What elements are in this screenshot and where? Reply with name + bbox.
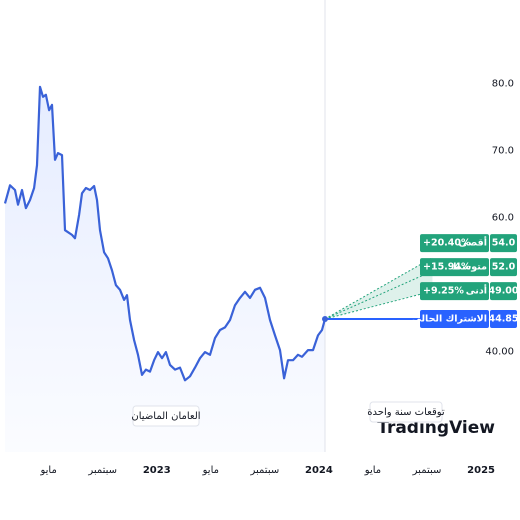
- label-box: [420, 309, 489, 328]
- label-change: +15.94%: [423, 262, 471, 273]
- value-box: [490, 282, 517, 301]
- value-box: [490, 258, 517, 277]
- x-tick-label: 2024: [305, 465, 333, 476]
- caption-box: [132, 405, 200, 427]
- label-value: 54.0: [492, 238, 516, 249]
- watermark: TradingView: [377, 418, 495, 438]
- label-name: أدنى: [466, 284, 487, 297]
- label-change: +9.25%: [423, 286, 464, 297]
- y-tick-label: 70.0: [492, 145, 514, 156]
- price-line: [3, 85, 327, 382]
- y-tick-label: 40.00: [485, 346, 514, 357]
- current-point: [322, 315, 328, 322]
- label-value: 49.00: [488, 286, 518, 297]
- y-tick-label: 60.0: [492, 212, 514, 223]
- label-change: +20.40%: [423, 238, 471, 249]
- x-tick-label: سبتمبر: [249, 465, 279, 476]
- y-tick-label: 80.0: [492, 78, 514, 89]
- caption: العامان الماضيان: [131, 411, 200, 422]
- x-tick-label: مايو: [202, 465, 219, 476]
- label-box: [420, 282, 489, 301]
- caption-box: [369, 401, 443, 423]
- label-box: [420, 258, 489, 277]
- x-tick-label: مايو: [39, 465, 56, 476]
- forecast-line: [324, 257, 433, 320]
- label-name: متوسط: [452, 262, 487, 273]
- label-box: [420, 234, 489, 253]
- area-fill: [5, 86, 325, 453]
- x-tick-label: مايو: [364, 465, 381, 476]
- label-name: أقصى: [459, 236, 487, 249]
- x-tick-label: سبتمبر: [87, 465, 117, 476]
- value-box: [490, 234, 517, 253]
- x-tick-label: 2025: [467, 465, 495, 476]
- label-value: 52.0: [492, 262, 516, 273]
- label-name: الاشتراك الحالي: [412, 313, 487, 324]
- x-tick-label: 2023: [143, 465, 171, 476]
- forecast-line: [324, 290, 433, 320]
- value-box: [490, 309, 517, 328]
- label-value: 44.85: [488, 313, 518, 324]
- caption: توقعات سنة واحدة: [367, 407, 445, 418]
- x-tick-label: سبتمبر: [412, 465, 442, 476]
